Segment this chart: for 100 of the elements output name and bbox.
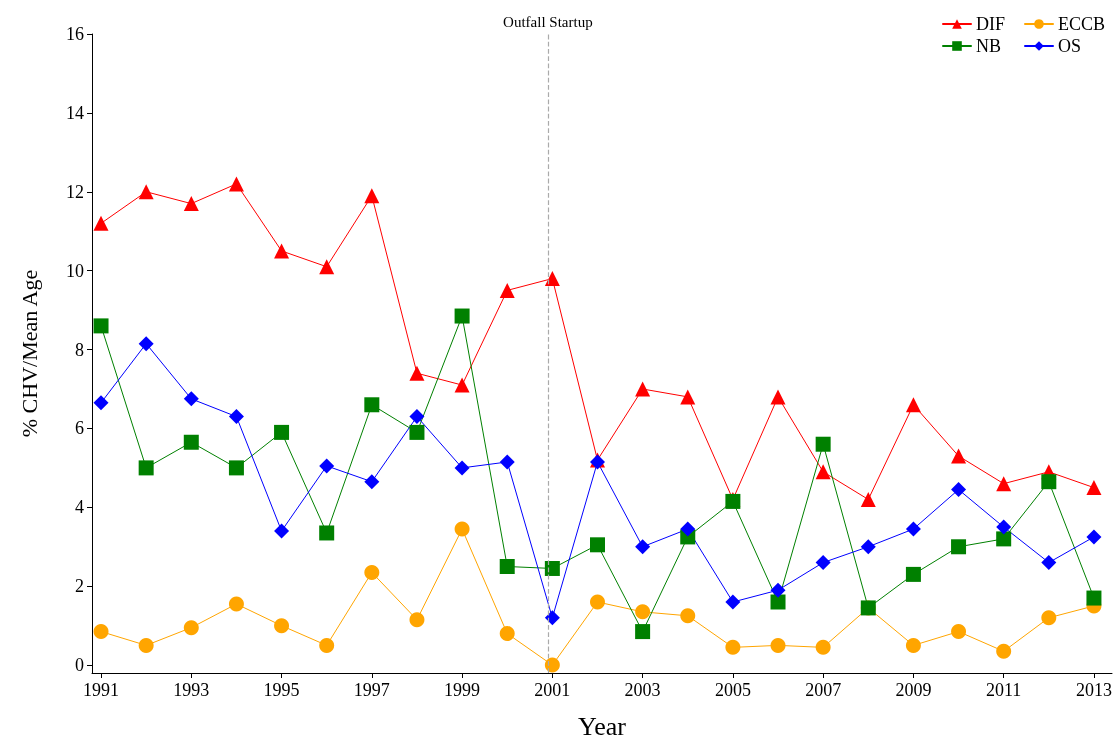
point — [409, 409, 425, 425]
x-tick-label: 2007 — [805, 680, 842, 700]
point — [996, 476, 1012, 492]
x-tick-label: 2005 — [714, 680, 751, 700]
y-tick-label: 4 — [75, 497, 84, 518]
point — [770, 637, 786, 653]
point — [815, 464, 831, 480]
point — [1041, 555, 1057, 571]
point — [454, 460, 470, 476]
point — [228, 460, 244, 476]
y-tick-label: 2 — [75, 576, 84, 597]
legend-label: NB — [976, 36, 1002, 56]
point — [274, 523, 290, 539]
x-tick-label: 1995 — [263, 680, 300, 700]
point — [138, 637, 154, 653]
point — [905, 566, 921, 582]
point — [499, 454, 515, 470]
point — [319, 259, 335, 275]
y-tick-label: 6 — [75, 418, 84, 439]
point — [454, 377, 470, 393]
point — [183, 391, 199, 407]
point — [93, 395, 109, 411]
y-tick-label: 8 — [75, 339, 84, 360]
x-tick-label: 1997 — [353, 680, 390, 700]
x-tick-label: 1991 — [83, 680, 120, 700]
point — [996, 519, 1012, 535]
point — [228, 176, 244, 192]
x-tick-label: 2011 — [986, 680, 1022, 700]
point — [1086, 480, 1102, 496]
point — [951, 448, 967, 464]
point — [274, 243, 290, 259]
point — [319, 525, 335, 541]
ref-line-label: Outfall Startup — [503, 13, 593, 30]
point — [815, 436, 831, 452]
point — [951, 539, 967, 555]
point — [409, 612, 425, 628]
point — [860, 491, 876, 507]
point — [1041, 610, 1057, 626]
point — [1086, 590, 1102, 606]
point — [228, 409, 244, 425]
point — [996, 643, 1012, 659]
point — [274, 618, 290, 634]
point — [93, 215, 109, 231]
point — [499, 282, 515, 298]
point — [228, 596, 244, 612]
point — [409, 365, 425, 381]
point — [364, 474, 380, 490]
point — [635, 539, 651, 555]
point — [183, 620, 199, 636]
point — [183, 196, 199, 212]
point — [93, 318, 109, 334]
point — [951, 482, 967, 498]
point — [815, 639, 831, 655]
point — [454, 521, 470, 537]
point — [680, 521, 696, 537]
point — [499, 559, 515, 574]
legend-label: DIF — [976, 14, 1006, 34]
legend-label: ECCB — [1057, 14, 1105, 34]
point — [905, 637, 921, 653]
point — [635, 381, 651, 397]
point — [590, 594, 605, 610]
point — [996, 531, 1012, 547]
point — [138, 184, 154, 200]
y-tick-label: 10 — [66, 260, 84, 281]
point — [905, 521, 921, 537]
point — [183, 434, 199, 450]
y-axis-title: % CHV/Mean Age — [16, 269, 42, 438]
y-tick-label: 0 — [75, 655, 84, 676]
point — [635, 604, 651, 620]
point — [905, 397, 921, 413]
point — [544, 560, 560, 576]
x-tick-label: 2009 — [895, 680, 932, 700]
x-tick-label: 2001 — [534, 680, 571, 700]
point — [1041, 474, 1057, 490]
x-tick-label: 2013 — [1075, 680, 1112, 700]
y-tick-label: 14 — [66, 102, 84, 123]
point — [138, 336, 154, 352]
point — [364, 188, 380, 204]
point — [544, 657, 560, 673]
point — [725, 594, 741, 610]
point — [319, 637, 335, 653]
x-tick-label: 2003 — [624, 680, 661, 700]
x-axis-title: Year — [578, 711, 627, 741]
point — [409, 424, 425, 440]
y-tick-label: 12 — [66, 181, 84, 202]
point — [544, 610, 560, 626]
x-tick-label: 1999 — [444, 680, 481, 700]
point — [364, 564, 380, 580]
point — [93, 624, 109, 640]
point — [680, 608, 696, 624]
point — [635, 624, 651, 640]
point — [770, 389, 786, 405]
point — [364, 397, 380, 413]
y-tick-label: 16 — [66, 24, 84, 44]
point — [951, 624, 967, 640]
point — [815, 555, 831, 571]
point — [770, 594, 786, 610]
point — [138, 460, 154, 476]
point — [860, 539, 876, 555]
point — [770, 582, 786, 598]
